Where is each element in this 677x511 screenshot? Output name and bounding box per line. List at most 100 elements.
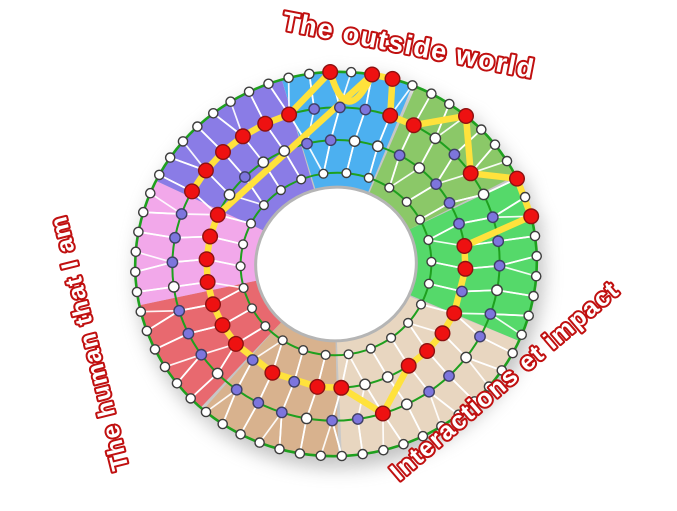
mesh-edge <box>479 335 514 354</box>
node-white <box>460 351 472 364</box>
mesh-edge <box>146 310 180 332</box>
node-purple <box>252 396 265 409</box>
yellow-path-sag-arc <box>326 68 376 105</box>
mesh-edge <box>252 339 284 361</box>
mesh-edge <box>331 420 343 457</box>
node-white <box>469 396 480 407</box>
node-white <box>258 200 270 211</box>
mesh-edge <box>489 313 523 336</box>
node-white <box>483 381 495 392</box>
node-white <box>296 174 307 185</box>
node-red <box>183 183 200 200</box>
node-white <box>400 398 413 411</box>
node-white <box>507 347 519 359</box>
node-white <box>357 448 369 460</box>
node-white <box>371 140 384 153</box>
node-red <box>197 162 214 179</box>
node-red <box>523 208 540 225</box>
node-purple <box>448 148 461 161</box>
node-purple <box>169 231 181 244</box>
node-white <box>144 187 156 199</box>
node-white <box>348 135 361 148</box>
node-white <box>336 450 348 462</box>
node-white <box>426 256 437 267</box>
node-red <box>309 378 326 395</box>
node-white <box>278 145 291 157</box>
mesh-edge <box>164 353 202 368</box>
node-red <box>199 274 216 291</box>
mesh-edge <box>499 255 537 267</box>
node-purple <box>351 413 364 425</box>
node-white <box>223 188 236 201</box>
node-red <box>457 260 474 277</box>
node-purple <box>443 370 455 382</box>
node-white <box>398 438 409 450</box>
node-white <box>211 367 224 380</box>
node-red <box>333 379 350 396</box>
mesh-edge <box>490 313 529 317</box>
node-white <box>417 430 429 442</box>
node-white <box>303 68 315 80</box>
label-human-that-i-am: The human that I am <box>45 213 135 474</box>
mesh-edge <box>190 372 219 400</box>
mesh-edge <box>319 420 333 457</box>
node-white <box>263 78 274 90</box>
node-purple <box>359 103 372 116</box>
node-red <box>322 63 339 80</box>
node-white <box>225 96 236 107</box>
node-purple <box>443 196 456 209</box>
node-white <box>257 156 270 169</box>
node-red <box>257 115 274 132</box>
mesh-edge <box>176 354 202 384</box>
node-white <box>318 168 329 179</box>
node-purple <box>326 414 338 427</box>
mesh-edge <box>499 264 537 277</box>
node-red <box>198 251 215 268</box>
mesh-edge <box>498 235 536 243</box>
node-white <box>300 412 313 425</box>
node-purple <box>308 103 321 115</box>
node-white <box>363 172 374 184</box>
node-red <box>384 70 401 87</box>
node-white <box>407 80 418 91</box>
node-purple <box>275 406 288 419</box>
node-white <box>238 282 249 294</box>
node-white <box>235 428 246 440</box>
mesh-edge <box>496 289 534 297</box>
node-purple <box>173 304 186 317</box>
node-white <box>177 136 189 147</box>
node-purple <box>423 385 435 398</box>
node-white <box>501 155 513 167</box>
node-purple <box>492 235 505 248</box>
node-white <box>130 246 142 258</box>
mesh-edge <box>149 192 183 215</box>
mesh-edge <box>299 418 308 454</box>
node-purple <box>484 308 497 320</box>
node-purple <box>166 256 179 269</box>
node-white <box>185 393 196 404</box>
node-white <box>164 152 176 163</box>
node-purple <box>474 330 486 343</box>
node-red <box>234 128 251 145</box>
node-white <box>381 371 394 383</box>
mesh-edge <box>135 251 173 264</box>
node-white <box>274 443 285 455</box>
node-purple <box>195 348 208 361</box>
wheel-group <box>129 63 543 462</box>
node-red <box>227 335 244 352</box>
node-white <box>341 168 352 179</box>
node-white <box>192 121 203 132</box>
node-white <box>343 349 354 360</box>
mesh-edge <box>388 167 420 189</box>
node-purple <box>455 285 468 298</box>
mesh-edge <box>448 375 476 402</box>
mesh-edge <box>406 403 424 437</box>
node-white <box>413 162 426 174</box>
node-white <box>283 72 294 84</box>
node-red <box>264 364 281 381</box>
node-purple <box>324 134 337 147</box>
node-white <box>171 377 183 389</box>
node-white <box>491 284 503 297</box>
node-white <box>489 139 501 150</box>
